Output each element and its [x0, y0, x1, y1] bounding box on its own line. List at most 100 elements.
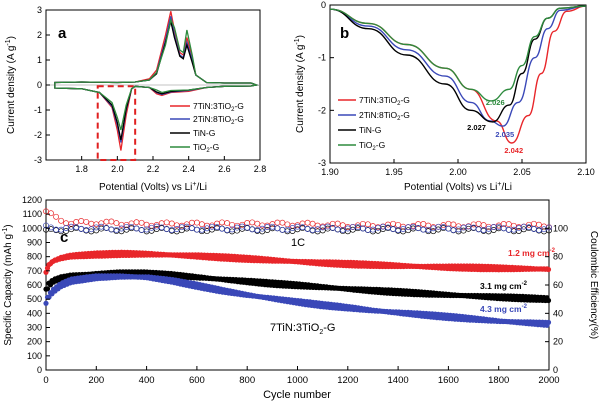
- efficiency-point-3: [78, 226, 85, 232]
- efficiency-point-3: [229, 226, 236, 233]
- cv-curve-4: [54, 17, 259, 131]
- legend-a-label-1: 7TiN:3TiO2-G: [193, 101, 244, 113]
- efficiency-point-3: [48, 224, 54, 231]
- zoom-region-box: [96, 85, 137, 161]
- capacity-point-3: [545, 319, 552, 325]
- y-tick-label-c-6: 600: [27, 280, 42, 290]
- efficiency-point-1: [48, 210, 54, 217]
- x-tick-label-b-4: 2.10: [577, 167, 595, 177]
- efficiency-point-1: [249, 219, 256, 226]
- y-tick-label-c-12: 1200: [22, 195, 42, 205]
- efficiency-point-3: [505, 226, 512, 233]
- efficiency-point-3: [369, 226, 376, 233]
- efficiency-point-2: [113, 228, 120, 235]
- capacity-point-2: [44, 286, 51, 292]
- panel-a-curves: [54, 11, 259, 151]
- x-tick-label-a-3: 2.4: [182, 164, 195, 174]
- efficiency-point-2: [234, 227, 241, 234]
- efficiency-point-2: [375, 227, 381, 234]
- y-tick-label-a-4: 1: [37, 55, 42, 65]
- capacity-point-2: [545, 297, 552, 304]
- panel-a: 1.8 2.0 2.2 2.4 2.6 2.8 -3 -2 -1 0 1 2 3 a 7TiN:3TiO…: [5, 5, 266, 193]
- efficiency-point-3: [450, 227, 457, 233]
- efficiency-point-1: [395, 221, 402, 228]
- panel-c-sample-label: 7TiN:3TiO2-G: [270, 322, 335, 336]
- efficiency-point-1: [108, 218, 115, 225]
- efficiency-point-3: [390, 226, 397, 233]
- legend-b-label-4: TiO2-G: [359, 140, 385, 152]
- efficiency-point-1: [309, 220, 316, 227]
- efficiency-point-1: [83, 218, 90, 225]
- x-tick-label-c-5: 1000: [287, 375, 308, 386]
- panel-c-rate-label: 1C: [291, 237, 305, 249]
- capacity-point-3: [43, 300, 49, 306]
- efficiency-point-1: [183, 221, 190, 228]
- panel-c-loading-blue: 4.3 mg cm-2: [480, 304, 528, 314]
- panel-c-label: c: [60, 229, 68, 246]
- legend-a-label-4: TiO2-G: [193, 142, 219, 154]
- y2-tick-label-c-3: 60: [553, 280, 563, 290]
- efficiency-point-1: [445, 220, 452, 227]
- y-tick-label-a-1: -2: [34, 130, 42, 140]
- efficiency-point-3: [304, 226, 311, 232]
- y-tick-label-b-2: -2: [318, 105, 326, 115]
- reduction-curve-4: [329, 5, 587, 102]
- y-tick-label-a-6: 3: [37, 5, 42, 15]
- efficiency-point-1: [103, 218, 110, 225]
- efficiency-point-3: [460, 224, 467, 231]
- peak-annotation-4: 2.042: [504, 146, 523, 155]
- y-tick-label-b-3: -3: [318, 158, 326, 168]
- efficiency-point-1: [455, 223, 462, 230]
- y2-tick-label-c-1: 20: [553, 337, 563, 347]
- legend-b-label-1: 7TiN:3TiO2-G: [359, 95, 410, 107]
- panel-c-y2label: Coulombic Efficiency(%): [588, 231, 599, 339]
- y-tick-label-a-3: 0: [37, 80, 42, 90]
- x-tick-label-a-5: 2.8: [254, 164, 267, 174]
- efficiency-point-3: [420, 226, 427, 233]
- legend-a-label-2: 2TiN:8TiO2-G: [193, 114, 244, 126]
- efficiency-point-3: [163, 226, 170, 233]
- panel-c-xlabel: Cycle number: [263, 389, 331, 401]
- efficiency-point-1: [143, 221, 150, 228]
- x-tick-label-c-8: 1600: [438, 375, 459, 386]
- efficiency-point-3: [73, 224, 80, 231]
- capacity-point-1: [545, 266, 552, 273]
- efficiency-point-3: [138, 226, 145, 233]
- efficiency-point-3: [530, 226, 537, 232]
- efficiency-point-1: [420, 221, 427, 227]
- efficiency-point-1: [530, 220, 537, 227]
- panel-b-ylabel: Current density (A g-1): [294, 35, 306, 133]
- y-tick-label-c-1: 100: [27, 351, 42, 361]
- x-tick-label-b-1: 1.95: [385, 167, 403, 177]
- efficiency-point-1: [224, 220, 231, 227]
- efficiency-point-1: [390, 220, 397, 227]
- panel-b-label: b: [340, 25, 349, 42]
- efficiency-point-1: [168, 220, 175, 227]
- efficiency-point-3: [93, 224, 100, 231]
- efficiency-point-3: [173, 226, 180, 232]
- y-tick-label-c-3: 300: [27, 323, 42, 333]
- efficiency-point-1: [198, 221, 205, 228]
- efficiency-point-3: [158, 224, 165, 231]
- efficiency-point-3: [546, 224, 552, 231]
- efficiency-point-3: [108, 226, 115, 233]
- panel-c-ylabel: Specific Capacity (mAh g-1): [2, 224, 14, 345]
- efficiency-point-1: [284, 221, 291, 228]
- efficiency-point-3: [244, 224, 251, 231]
- panel-c: 0 200 400 600 800 1000 1200 1400 1600 1800 2000010…: [2, 195, 599, 401]
- reduction-curve-2: [329, 5, 587, 127]
- efficiency-point-2: [490, 227, 497, 233]
- x-tick-label-b-2: 2.00: [449, 167, 467, 177]
- efficiency-point-2: [339, 228, 346, 235]
- panel-b-annotations: 2.027 2.026 2.035 2.042: [467, 98, 523, 155]
- x-tick-label-a-4: 2.6: [218, 164, 231, 174]
- y2-tick-label-c-5: 100: [553, 223, 568, 233]
- x-tick-label-b-3: 2.05: [513, 167, 531, 177]
- legend-b-label-3: TiN-G: [359, 125, 381, 135]
- x-tick-label-c-1: 200: [88, 375, 104, 386]
- efficiency-point-3: [133, 225, 140, 232]
- efficiency-point-3: [88, 226, 95, 233]
- x-tick-label-c-0: 0: [43, 375, 48, 386]
- efficiency-point-3: [475, 226, 482, 233]
